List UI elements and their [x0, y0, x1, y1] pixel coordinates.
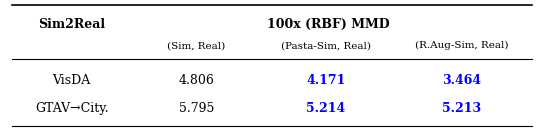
- Text: (Pasta-Sim, Real): (Pasta-Sim, Real): [281, 41, 371, 50]
- Text: GTAV→City.: GTAV→City.: [35, 102, 109, 115]
- Text: (R.Aug-Sim, Real): (R.Aug-Sim, Real): [415, 41, 508, 50]
- Text: (Sim, Real): (Sim, Real): [167, 41, 225, 50]
- Text: 5.213: 5.213: [442, 102, 481, 115]
- Text: VisDA: VisDA: [53, 74, 91, 87]
- Text: 4.171: 4.171: [306, 74, 346, 87]
- Text: 4.806: 4.806: [178, 74, 214, 87]
- Text: 3.464: 3.464: [442, 74, 481, 87]
- Text: 5.795: 5.795: [178, 102, 214, 115]
- Text: Sim2Real: Sim2Real: [38, 18, 106, 31]
- Text: 5.214: 5.214: [306, 102, 346, 115]
- Text: 100x (RBF) MMD: 100x (RBF) MMD: [267, 18, 390, 31]
